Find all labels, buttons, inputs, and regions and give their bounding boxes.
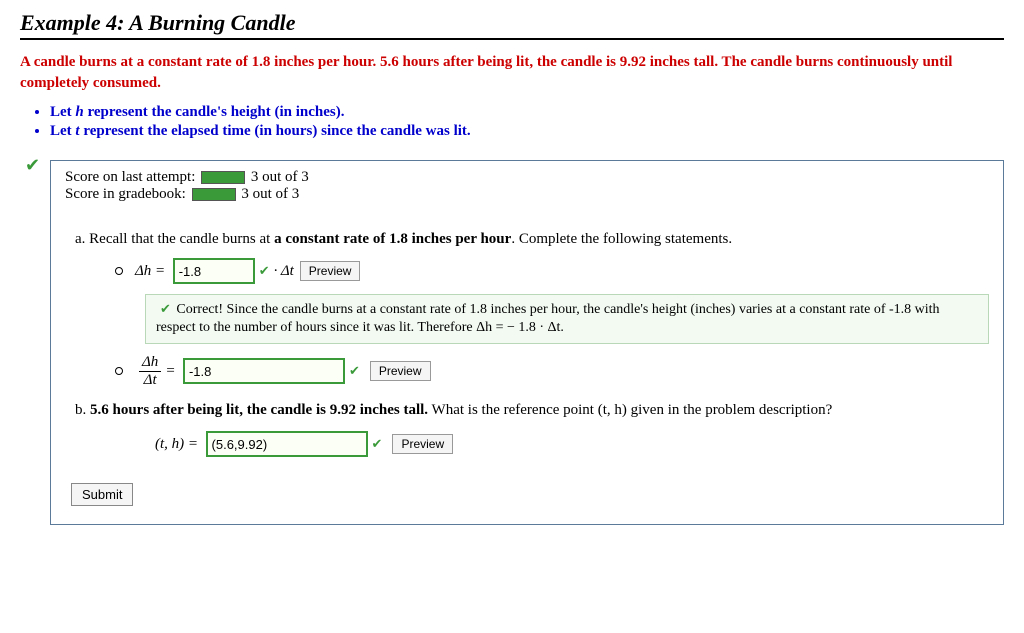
preview-button[interactable]: Preview: [300, 261, 361, 281]
var-t: Let t represent the elapsed time (in hou…: [50, 123, 1004, 140]
preview-button[interactable]: Preview: [392, 434, 453, 454]
bullet-icon: [115, 367, 123, 375]
score-gradebook-row: Score in gradebook: 3 out of 3: [65, 186, 989, 203]
reference-label: (t, h) =: [155, 436, 198, 453]
check-icon: ✔: [160, 301, 171, 316]
score-attempt-row: Score on last attempt: 3 out of 3: [65, 169, 989, 186]
var-h: Let h represent the candle's height (in …: [50, 104, 1004, 121]
reference-input[interactable]: [206, 431, 368, 457]
correct-check-icon: ✔: [25, 155, 40, 176]
preview-button[interactable]: Preview: [370, 361, 431, 381]
feedback-correct: ✔ Correct! Since the candle burns at a c…: [145, 294, 989, 344]
delta-h-label: Δh =: [135, 263, 165, 280]
rate-input[interactable]: [183, 358, 345, 384]
delta-t-label: · Δt: [274, 263, 294, 280]
reference-point-row: (t, h) = ✔ Preview: [155, 431, 989, 457]
part-b: b. 5.6 hours after being lit, the candle…: [75, 402, 989, 419]
rate-row: Δh Δt = ✔ Preview: [115, 354, 989, 388]
check-icon: ✔: [372, 436, 383, 452]
check-icon: ✔: [259, 263, 270, 279]
score-bar-icon: [201, 171, 245, 184]
variable-definitions: Let h represent the candle's height (in …: [50, 104, 1004, 140]
fraction-dh-dt: Δh Δt: [139, 354, 161, 388]
delta-h-row: Δh = ✔ · Δt Preview: [115, 258, 989, 284]
question-panel: ✔ Score on last attempt: 3 out of 3 Scor…: [50, 160, 1004, 525]
submit-button[interactable]: Submit: [71, 483, 133, 506]
problem-statement: A candle burns at a constant rate of 1.8…: [20, 52, 1004, 94]
score-bar-icon: [192, 188, 236, 201]
check-icon: ✔: [349, 363, 360, 379]
example-title: Example 4: A Burning Candle: [20, 10, 1004, 40]
bullet-icon: [115, 267, 123, 275]
part-a: a. Recall that the candle burns at a con…: [75, 231, 989, 248]
delta-h-input[interactable]: [173, 258, 255, 284]
